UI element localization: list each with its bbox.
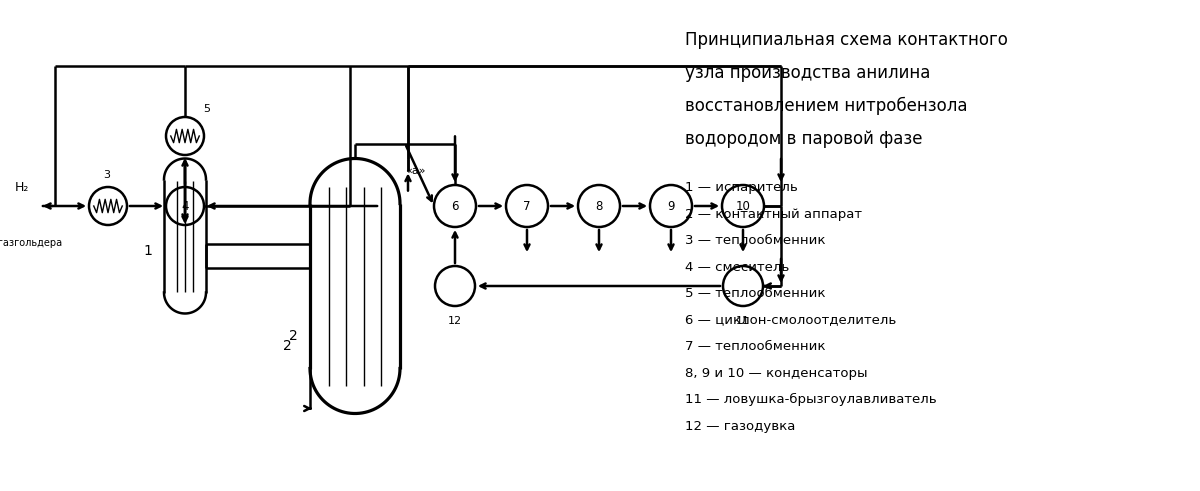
Text: 2: 2 [283, 339, 292, 353]
Text: 2: 2 [289, 329, 298, 343]
Text: 8: 8 [595, 199, 602, 213]
Text: 9: 9 [667, 199, 674, 213]
Text: 12: 12 [448, 316, 462, 326]
Text: 6 — циклон-смолоотделитель: 6 — циклон-смолоотделитель [685, 313, 896, 327]
Text: «а»: «а» [406, 165, 426, 175]
Text: H₂: H₂ [14, 181, 29, 194]
Text: 5: 5 [204, 104, 210, 114]
Text: 11 — ловушка-брызгоулавливатель: 11 — ловушка-брызгоулавливатель [685, 393, 937, 406]
Text: 7: 7 [523, 199, 530, 213]
Text: восстановлением нитробензола: восстановлением нитробензола [685, 97, 967, 115]
Text: 3: 3 [103, 170, 110, 180]
Text: 12 — газодувка: 12 — газодувка [685, 419, 796, 433]
Text: 11: 11 [736, 316, 750, 326]
Text: 1: 1 [143, 244, 152, 258]
Text: 6: 6 [451, 199, 458, 213]
Text: 2 — контактный аппарат: 2 — контактный аппарат [685, 208, 862, 220]
Text: 7 — теплообменник: 7 — теплообменник [685, 340, 826, 353]
Text: Принципиальная схема контактного: Принципиальная схема контактного [685, 31, 1008, 49]
Text: 10: 10 [736, 199, 750, 213]
Text: 4 — смеситель: 4 — смеситель [685, 261, 790, 273]
Text: 3 — теплообменник: 3 — теплообменник [685, 234, 826, 247]
Text: 1 — испаритель: 1 — испаритель [685, 181, 798, 194]
Text: 8, 9 и 10 — конденсаторы: 8, 9 и 10 — конденсаторы [685, 366, 868, 380]
Text: водородом в паровой фазе: водородом в паровой фазе [685, 130, 923, 148]
Text: 4: 4 [181, 199, 188, 213]
Text: Из газгольдера: Из газгольдера [0, 238, 62, 248]
Text: 5 — теплообменник: 5 — теплообменник [685, 287, 826, 300]
Text: узла производства анилина: узла производства анилина [685, 64, 930, 82]
